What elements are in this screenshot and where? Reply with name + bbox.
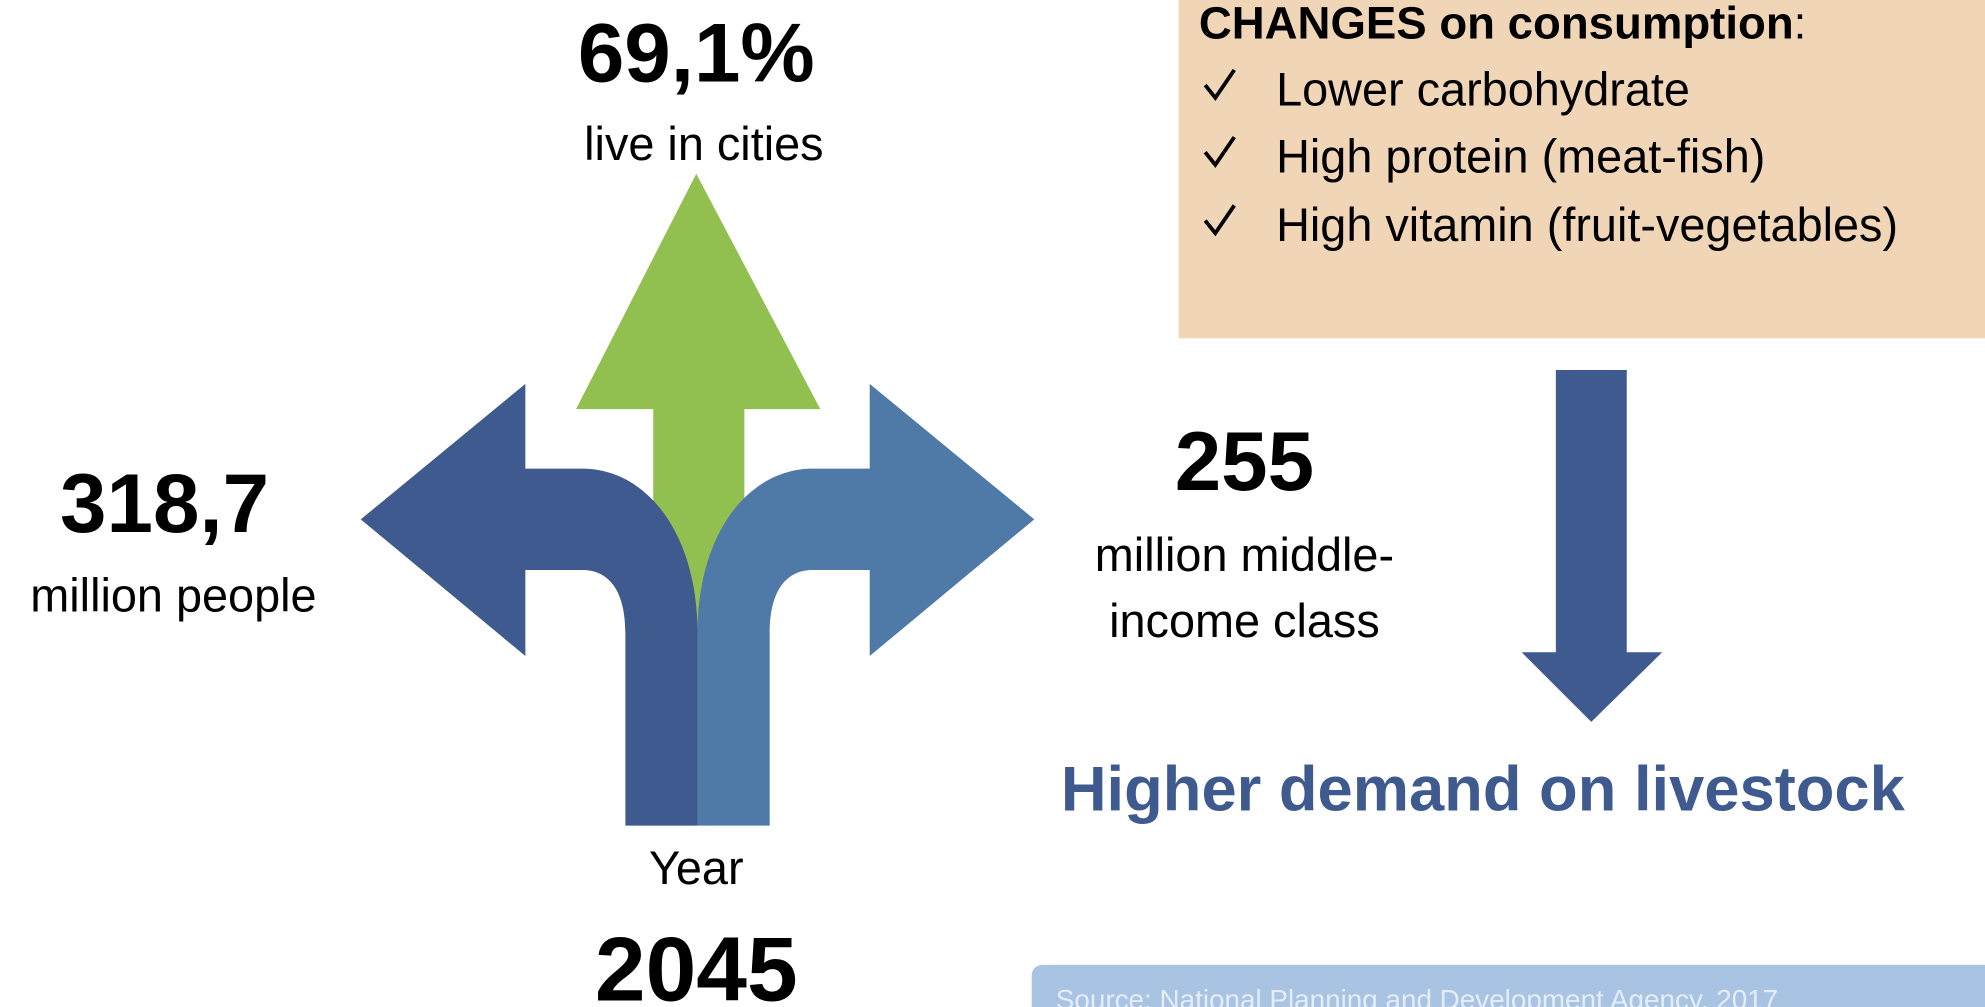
right-label-line: income class: [1109, 595, 1380, 647]
left-value: 318,7: [60, 456, 269, 550]
left-arrow: [360, 383, 698, 826]
bottom-label: Year: [649, 842, 744, 894]
right-value: 255: [1175, 414, 1314, 508]
consumption-box: [1178, 0, 1985, 339]
check-marks: [1203, 68, 1236, 237]
top-value: 69,1%: [578, 5, 815, 99]
consumption-item: High vitamin (fruit-vegetables): [1276, 199, 1898, 251]
check-mark: [1203, 135, 1236, 169]
right-label-line: million middle-: [1095, 529, 1394, 581]
down-arrow: [1521, 369, 1663, 722]
check-mark: [1203, 204, 1236, 237]
right-arrow: [697, 383, 1035, 826]
consumption-heading: CHANGES on consumption:: [1199, 0, 1806, 48]
check-mark: [1203, 68, 1236, 101]
consumption-item: High protein (meat-fish): [1276, 130, 1765, 182]
up-arrow: [576, 173, 821, 634]
heading-text: CHANGES on consumption: [1199, 0, 1794, 48]
consumption-item: Lower carbohydrate: [1276, 63, 1690, 115]
top-label: live in cities: [584, 118, 823, 170]
conclusion: Higher demand on livestock: [1061, 754, 1906, 824]
bottom-value: 2045: [595, 918, 798, 1007]
source-box: [1031, 964, 1985, 1007]
left-label: million people: [30, 570, 316, 622]
source: Source: National Planning and Developmen…: [1056, 984, 1778, 1007]
heading-punct: :: [1794, 0, 1807, 48]
